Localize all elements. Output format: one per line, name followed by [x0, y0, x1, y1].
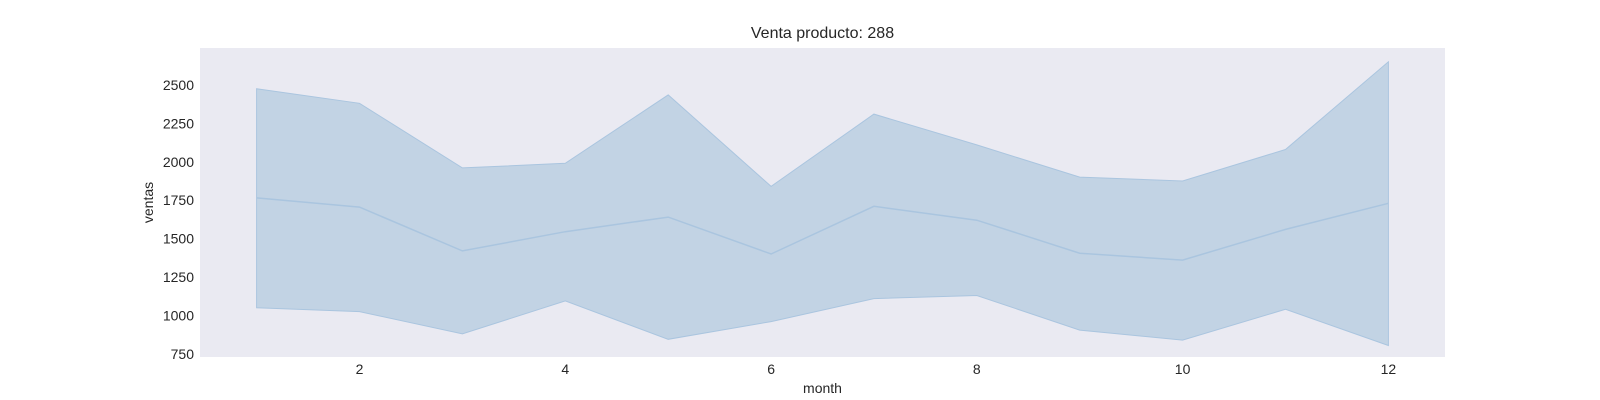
data-point — [255, 196, 259, 200]
y-tick-label: 2000 — [163, 154, 194, 170]
x-tick-label: 4 — [561, 361, 569, 377]
x-tick-labels: 2 4 6 8 10 12 — [356, 361, 1397, 377]
data-point — [1284, 227, 1288, 231]
y-tick-label: 2250 — [163, 115, 194, 131]
confidence-band-layer — [256, 60, 1389, 347]
data-point — [1078, 251, 1082, 255]
series-line-layer — [255, 196, 1390, 262]
y-tick-label: 1750 — [163, 192, 194, 208]
data-point — [563, 230, 567, 234]
data-point — [666, 215, 670, 219]
data-point — [460, 249, 464, 253]
data-point — [358, 205, 362, 209]
y-tick-label: 1250 — [163, 269, 194, 285]
x-tick-label: 6 — [767, 361, 775, 377]
y-tick-label: 1000 — [163, 308, 194, 324]
confidence-band — [256, 60, 1389, 347]
x-tick-label: 2 — [356, 361, 364, 377]
y-tick-label: 750 — [171, 346, 195, 362]
y-tick-label: 2500 — [163, 77, 194, 93]
series-line — [256, 197, 1389, 261]
data-point — [1386, 201, 1390, 205]
data-point — [1181, 258, 1185, 262]
data-point — [872, 204, 876, 208]
y-axis-label: ventas — [140, 182, 156, 223]
data-point — [769, 252, 773, 256]
y-tick-label: 1500 — [163, 231, 194, 247]
chart-title: Venta producto: 288 — [751, 25, 894, 42]
x-tick-label: 8 — [973, 361, 981, 377]
x-tick-label: 12 — [1381, 361, 1397, 377]
data-point — [975, 218, 979, 222]
x-axis-label: month — [803, 380, 842, 396]
y-tick-labels: 750 1000 1250 1500 1750 2000 2250 2500 — [163, 77, 194, 362]
x-tick-label: 10 — [1175, 361, 1191, 377]
